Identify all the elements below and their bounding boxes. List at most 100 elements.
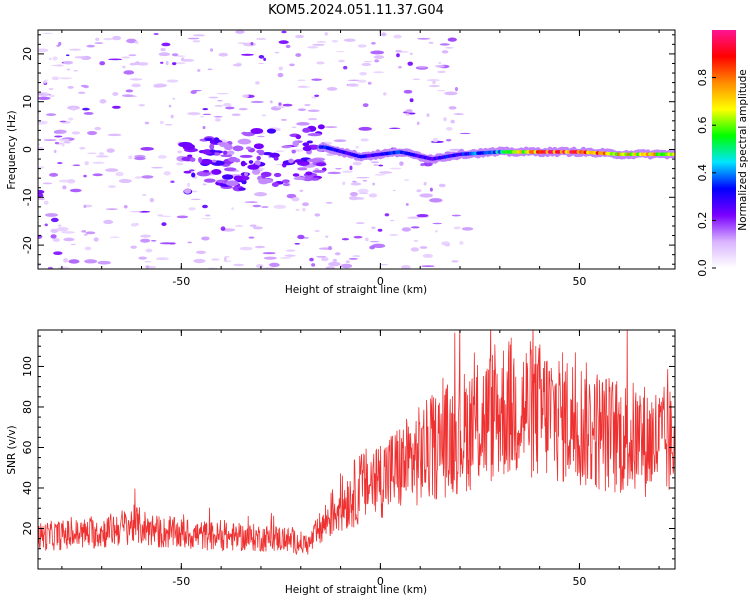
spectrogram-speckle [237,42,247,44]
spectrogram-speckle [325,235,329,238]
spectrogram-speckle [44,79,49,81]
spectrogram-feature [198,156,203,163]
spectrogram-feature [302,142,310,147]
spectrogram-speckle [105,168,119,172]
spectrogram-speckle [193,258,206,264]
spectrogram-speckle [340,263,353,269]
spectrogram-speckle [401,264,411,269]
spectrogram-speckle [362,179,368,182]
spectrogram-speckle [130,222,138,227]
spectrogram-speckle [423,161,433,167]
spectrogram-speckle [357,188,369,194]
spectrogram-speckle [254,245,266,249]
y-tick-label: 20 [21,47,34,61]
spectrogram-speckle [166,79,179,83]
spectrogram-feature [294,159,304,163]
spectrogram-speckle [372,182,376,186]
spectrogram-speckle [160,215,172,218]
spectrogram-speckle [459,132,471,135]
spectrogram-speckle [353,235,363,239]
spectrogram-speckle [145,248,153,253]
spectrogram-feature [292,140,300,147]
spectrogram-speckle [428,41,434,44]
spectrogram-speckle [205,214,211,217]
spectrogram-ticks: -50 0 50 -20 -10 0 10 20 [21,30,675,288]
spectrogram-speckle [454,86,458,92]
spectrogram-speckle [371,226,376,229]
spectrogram-speckle [371,243,386,249]
spectrogram-speckle [417,66,427,69]
spectrogram-speckle [444,91,458,96]
spectrogram-speckle [348,257,358,260]
colorbar-tick-label: 0.6 [696,116,709,134]
spectrogram-speckle [405,109,413,113]
spectrogram-speckle [126,38,137,44]
spectrogram-feature [243,171,249,177]
spectrogram-speckle [241,53,254,56]
spectrogram-feature [221,174,234,180]
spectrogram-speckle [297,234,305,240]
spectrogram-speckle [220,226,226,231]
spectrogram-speckle [46,113,57,116]
spectrogram-feature [203,169,210,173]
spectrogram-speckle [160,47,166,52]
spectrogram-speckle [359,192,369,194]
spectrogram-speckle [86,44,95,48]
spectrogram-speckle [367,81,372,85]
spectrogram-speckle [217,99,223,102]
spectrogram-speckle [99,99,107,104]
spectrogram-speckle [129,211,142,213]
spectrogram-speckle [170,114,174,119]
spectrogram-speckle [358,126,372,131]
spectrogram-speckle [81,230,87,233]
spectrogram-speckle [77,91,86,95]
spectrogram-speckle [141,175,154,179]
spectrogram-speckle [202,108,209,111]
spectrogram-speckle [80,84,88,88]
spectrogram-feature [281,145,292,149]
spectrogram-speckle [410,247,420,252]
spectrogram-speckle [38,193,44,198]
spectrogram-feature [295,134,302,140]
spectrogram-speckle [263,256,277,260]
spectrogram-speckle [432,222,443,225]
spectrogram-speckle [232,63,242,67]
spectrogram-speckle [54,135,63,138]
spectrogram-speckle [140,146,154,151]
spectrogram-speckle [84,204,93,208]
spectrogram-speckle [461,227,474,231]
spectrogram-speckle [342,181,346,186]
spectrogram-speckle [97,260,111,265]
spectrogram-speckle [453,113,464,115]
spectrogram-speckle [128,54,137,57]
spectrogram-speckle [125,89,134,93]
snr-y-label: SNR (v/v) [6,425,18,474]
spectrogram-speckle [241,94,249,98]
spectrogram-speckle [352,255,361,258]
spectrogram-speckle [123,205,128,209]
spectrogram-speckle [435,230,438,233]
spectrogram-speckle [202,113,212,116]
spectrogram-speckle [231,207,234,210]
spectrogram-speckle [107,133,122,137]
spectrogram-speckle [378,171,393,174]
spectrogram-speckle [429,187,433,192]
spectrogram-speckle [297,79,306,82]
spectrogram-speckle [94,126,102,131]
spectrogram-speckle [345,260,350,264]
spectrogram-speckle [371,41,376,45]
spectrogram-speckle [210,258,220,261]
spectrogram-speckle [225,106,235,110]
spectrogram-speckle [308,117,318,121]
spectrogram-speckle [432,80,436,85]
spectrogram-speckle [417,37,431,40]
spectrogram-speckle [84,161,89,166]
spectrogram-speckle [451,214,461,217]
spectrogram-feature [310,177,320,181]
spectrogram-speckle [373,163,379,166]
spectrogram-speckle [409,52,413,56]
spectrogram-speckle [79,146,86,150]
spectrogram-speckle [416,189,422,193]
spectrogram-speckle [58,138,70,142]
